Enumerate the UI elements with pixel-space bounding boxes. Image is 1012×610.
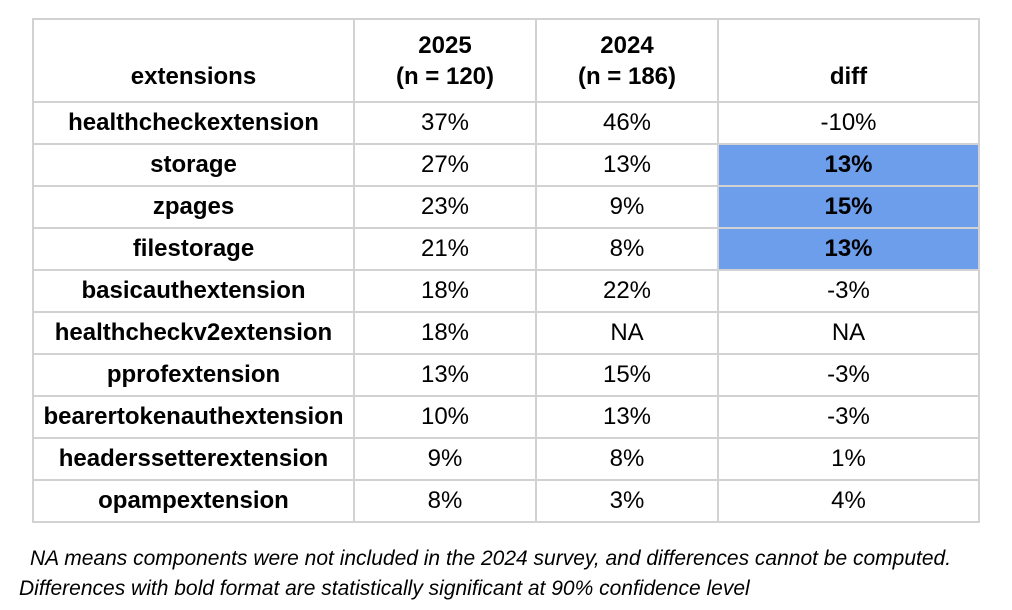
extensions-survey-table: extensions 2025 (n = 120) 2024 (n = 186)… bbox=[32, 18, 980, 523]
cell-value-2025: 13% bbox=[353, 353, 537, 397]
cell-extension-name: filestorage bbox=[32, 227, 355, 271]
table-row: headerssetterextension 9% 8% 1% bbox=[32, 437, 980, 481]
cell-value-2024: 13% bbox=[535, 143, 719, 187]
cell-value-2025: 8% bbox=[353, 479, 537, 523]
cell-extension-name: healthcheckv2extension bbox=[32, 311, 355, 355]
table-row: bearertokenauthextension 10% 13% -3% bbox=[32, 395, 980, 439]
table-row: storage 27% 13% 13% bbox=[32, 143, 980, 187]
table-row: opampextension 8% 3% 4% bbox=[32, 479, 980, 523]
cell-value-diff: 4% bbox=[717, 479, 980, 523]
table-body: healthcheckextension 37% 46% -10% storage 27%… bbox=[32, 101, 980, 523]
column-header-2024: 2024 (n = 186) bbox=[535, 18, 719, 103]
cell-extension-name: zpages bbox=[32, 185, 355, 229]
cell-value-diff: 13% bbox=[717, 143, 980, 187]
cell-value-2024: 9% bbox=[535, 185, 719, 229]
cell-value-2025: 27% bbox=[353, 143, 537, 187]
cell-value-2024: 8% bbox=[535, 227, 719, 271]
cell-extension-name: basicauthextension bbox=[32, 269, 355, 313]
cell-value-2024: 13% bbox=[535, 395, 719, 439]
table-row: zpages 23% 9% 15% bbox=[32, 185, 980, 229]
cell-value-2025: 23% bbox=[353, 185, 537, 229]
cell-value-2025: 37% bbox=[353, 101, 537, 145]
footnote-bold: Differences with bold format are statist… bbox=[19, 577, 750, 600]
cell-value-2025: 10% bbox=[353, 395, 537, 439]
cell-value-diff: -3% bbox=[717, 353, 980, 397]
cell-value-2025: 9% bbox=[353, 437, 537, 481]
cell-value-diff: -3% bbox=[717, 395, 980, 439]
cell-value-2024: 3% bbox=[535, 479, 719, 523]
cell-value-2024: 15% bbox=[535, 353, 719, 397]
table-header: extensions 2025 (n = 120) 2024 (n = 186)… bbox=[32, 18, 980, 103]
cell-value-diff: 1% bbox=[717, 437, 980, 481]
table-row: filestorage 21% 8% 13% bbox=[32, 227, 980, 271]
cell-extension-name: storage bbox=[32, 143, 355, 187]
cell-extension-name: opampextension bbox=[32, 479, 355, 523]
table-row: healthcheckv2extension 18% NA NA bbox=[32, 311, 980, 355]
cell-value-diff: -3% bbox=[717, 269, 980, 313]
column-header-diff: diff bbox=[717, 18, 980, 103]
cell-value-2024: 46% bbox=[535, 101, 719, 145]
cell-value-diff: -10% bbox=[717, 101, 980, 145]
cell-value-2025: 18% bbox=[353, 269, 537, 313]
cell-value-2025: 18% bbox=[353, 311, 537, 355]
cell-value-diff: NA bbox=[717, 311, 980, 355]
cell-value-2024: 8% bbox=[535, 437, 719, 481]
cell-extension-name: headerssetterextension bbox=[32, 437, 355, 481]
cell-extension-name: pprofextension bbox=[32, 353, 355, 397]
cell-value-2024: NA bbox=[535, 311, 719, 355]
cell-value-diff: 13% bbox=[717, 227, 980, 271]
header-row: extensions 2025 (n = 120) 2024 (n = 186)… bbox=[32, 18, 980, 103]
column-header-2025: 2025 (n = 120) bbox=[353, 18, 537, 103]
cell-extension-name: bearertokenauthextension bbox=[32, 395, 355, 439]
table-row: pprofextension 13% 15% -3% bbox=[32, 353, 980, 397]
cell-value-diff: 15% bbox=[717, 185, 980, 229]
cell-extension-name: healthcheckextension bbox=[32, 101, 355, 145]
footnote-na: NA means components were not included in… bbox=[30, 547, 952, 570]
table-row: basicauthextension 18% 22% -3% bbox=[32, 269, 980, 313]
cell-value-2024: 22% bbox=[535, 269, 719, 313]
table-row: healthcheckextension 37% 46% -10% bbox=[32, 101, 980, 145]
cell-value-2025: 21% bbox=[353, 227, 537, 271]
column-header-extensions: extensions bbox=[32, 18, 355, 103]
footnotes: NA means components were not included in… bbox=[0, 544, 1012, 604]
